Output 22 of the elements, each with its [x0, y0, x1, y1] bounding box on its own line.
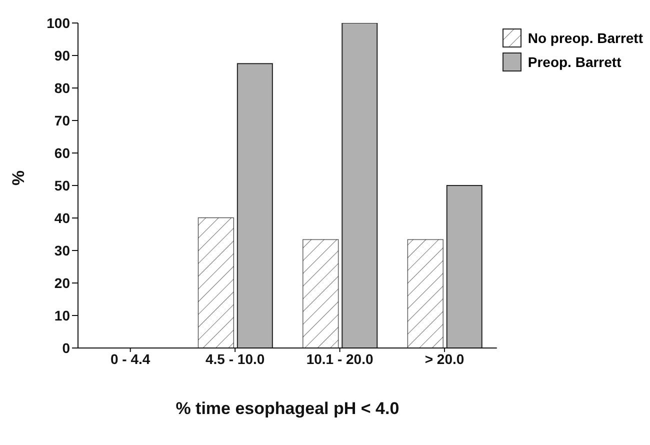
x-axis-title: % time esophageal pH < 4.0: [176, 399, 400, 418]
bar: [236, 63, 273, 348]
y-tick-label: 70: [54, 112, 70, 128]
y-tick-label: 40: [54, 210, 70, 226]
legend-label: Preop. Barrett: [528, 54, 622, 70]
y-tick-label: 30: [54, 242, 70, 258]
y-tick-label: 100: [46, 14, 70, 31]
y-tick-label: 0: [62, 340, 70, 356]
y-tick-label: 80: [54, 80, 70, 96]
x-tick-label: 4.5 - 10.0: [206, 350, 265, 367]
y-tick-label: 20: [54, 274, 70, 291]
y-axis-title: %: [9, 170, 28, 186]
y-tick-label: 90: [54, 47, 70, 64]
bar: [446, 185, 482, 348]
x-tick-label: 0 - 4.4: [110, 350, 150, 367]
y-tick-label: 10: [54, 307, 70, 324]
x-tick-label: 10.1 - 20.0: [306, 350, 374, 367]
legend-label: No preop. Barrett: [528, 30, 643, 46]
x-tick-label: > 20.0: [424, 350, 464, 367]
y-tick-label: 50: [54, 177, 70, 194]
y-tick-label: 60: [54, 144, 70, 161]
bar: [342, 23, 378, 348]
